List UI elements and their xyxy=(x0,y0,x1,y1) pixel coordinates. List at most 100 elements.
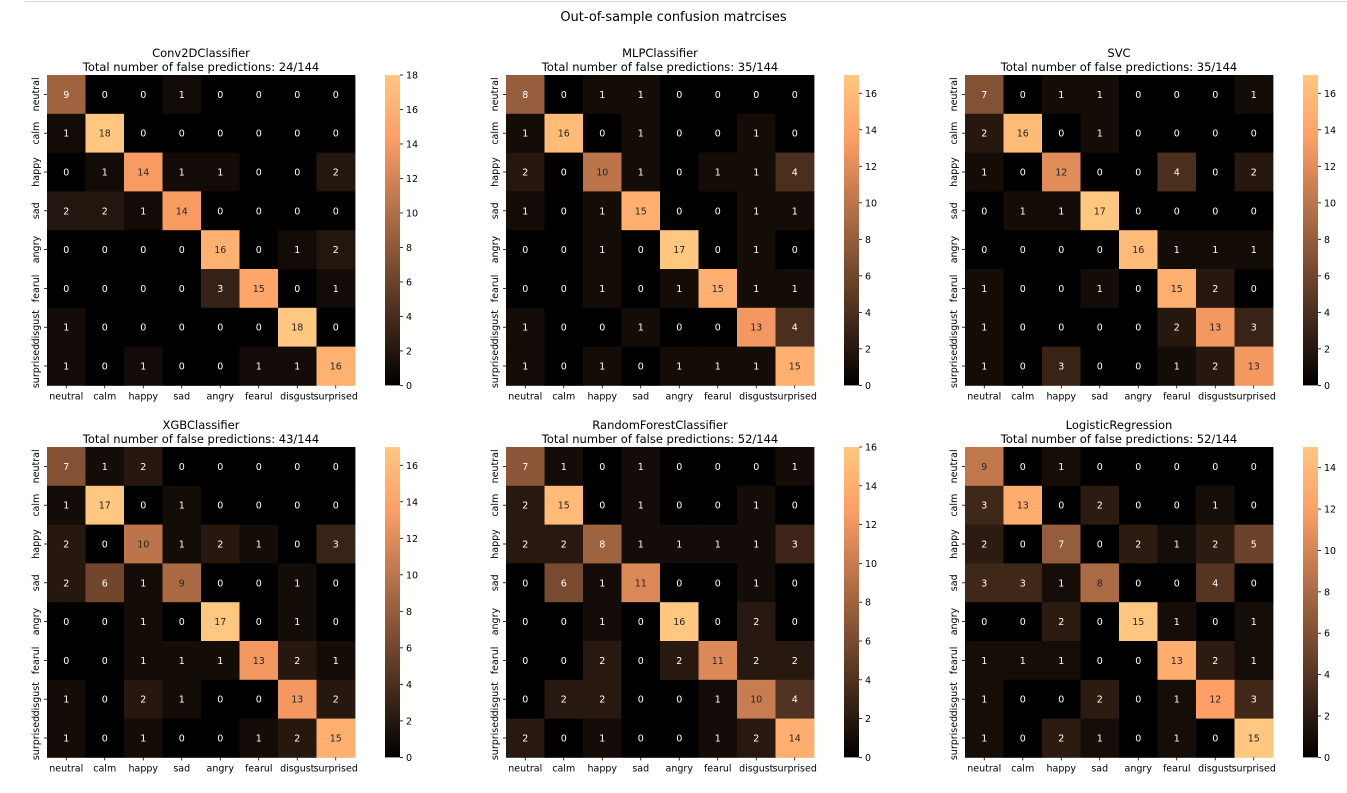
x-tick-label: angry xyxy=(1125,391,1153,402)
heatmap-cell xyxy=(1080,75,1120,115)
x-tick-label: angry xyxy=(207,763,235,774)
cell-value-label: 0 xyxy=(294,540,300,551)
cell-value-label: 1 xyxy=(179,695,185,706)
y-tick-label: disgust xyxy=(490,310,501,345)
heatmap-cell xyxy=(239,230,279,270)
cell-value-label: 1 xyxy=(1174,362,1180,373)
cell-value-label: 1 xyxy=(179,656,185,667)
heatmap-cell xyxy=(1119,191,1158,231)
heatmap-cell xyxy=(698,113,738,153)
cell-value-label: 2 xyxy=(753,734,759,745)
cell-value-label: 1 xyxy=(333,656,339,667)
cell-value-label: 0 xyxy=(1174,129,1180,140)
heatmap-cell xyxy=(698,679,738,719)
cell-value-label: 1 xyxy=(638,540,644,551)
heatmap-cell xyxy=(124,718,163,758)
cell-value-label: 2 xyxy=(294,734,300,745)
heatmap-cell xyxy=(85,307,125,347)
heatmap-cell xyxy=(737,679,776,719)
heatmap-cell xyxy=(1234,307,1274,347)
heatmap-cell xyxy=(1157,152,1197,192)
cell-value-label: 0 xyxy=(102,90,108,101)
cell-value-label: 0 xyxy=(638,734,644,745)
heatmap-cell xyxy=(316,718,356,758)
colorbar-tick-label: 10 xyxy=(406,570,418,581)
cell-value-label: 0 xyxy=(294,168,300,179)
colorbar-tick-label: 14 xyxy=(865,125,877,136)
heatmap-cell xyxy=(965,75,1004,115)
cell-value-label: 0 xyxy=(1058,129,1064,140)
cell-value-label: 12 xyxy=(1209,695,1221,706)
y-tick-label: calm xyxy=(31,494,42,517)
heatmap-cell xyxy=(1234,75,1274,115)
heatmap-cell xyxy=(1196,113,1235,153)
heatmap-cell xyxy=(965,679,1004,719)
cell-value-label: 0 xyxy=(256,578,262,589)
y-tick-label: calm xyxy=(949,122,960,145)
y-tick-label: surprised xyxy=(490,716,501,760)
heatmap-cell xyxy=(1196,269,1235,309)
cell-value-label: 1 xyxy=(676,540,682,551)
cell-value-label: 2 xyxy=(140,695,146,706)
heatmap-cell xyxy=(201,679,240,719)
heatmap-cell xyxy=(583,718,622,758)
cell-value-label: 0 xyxy=(217,323,223,334)
heatmap-cell xyxy=(737,602,776,642)
heatmap-cell xyxy=(316,191,356,231)
colorbar-tick-label: 4 xyxy=(406,680,412,691)
cell-value-label: 0 xyxy=(102,695,108,706)
heatmap-cell xyxy=(1196,524,1235,564)
heatmap-cell xyxy=(660,485,699,525)
cell-value-label: 2 xyxy=(102,206,108,217)
heatmap-cell xyxy=(1157,563,1197,603)
heatmap-cell xyxy=(775,641,815,681)
heatmap-cell xyxy=(698,718,738,758)
cell-value-label: 9 xyxy=(981,462,987,473)
heatmap-cell xyxy=(775,602,815,642)
cell-value-label: 0 xyxy=(561,168,567,179)
cell-value-label: 0 xyxy=(522,578,528,589)
cell-value-label: 0 xyxy=(1058,695,1064,706)
heatmap-cell xyxy=(1042,307,1081,347)
cell-value-label: 0 xyxy=(1020,90,1026,101)
heatmap-cell xyxy=(124,191,163,231)
colorbar-tick-label: 14 xyxy=(1324,125,1336,136)
heatmap-cell xyxy=(278,230,317,270)
cell-value-label: 0 xyxy=(792,129,798,140)
heatmap-cell xyxy=(1080,485,1120,525)
heatmap-cell xyxy=(1196,447,1235,487)
heatmap-cell xyxy=(1196,485,1235,525)
cell-value-label: 1 xyxy=(981,284,987,295)
cell-value-label: 1 xyxy=(981,362,987,373)
heatmap-cell xyxy=(1042,269,1081,309)
cell-value-label: 0 xyxy=(63,168,69,179)
cell-value-label: 1 xyxy=(1058,578,1064,589)
cell-value-label: 1 xyxy=(217,656,223,667)
cell-value-label: 0 xyxy=(217,462,223,473)
cell-value-label: 0 xyxy=(333,462,339,473)
heatmap-cell xyxy=(775,75,815,115)
cell-value-label: 0 xyxy=(102,617,108,628)
cell-value-label: 0 xyxy=(1135,129,1141,140)
heatmap-cell xyxy=(1157,718,1197,758)
colorbar xyxy=(844,75,859,386)
colorbar-tick-label: 12 xyxy=(406,534,418,545)
cell-value-label: 0 xyxy=(522,656,528,667)
cell-value-label: 1 xyxy=(522,129,528,140)
heatmap-cell xyxy=(47,679,86,719)
colorbar-tick-label: 0 xyxy=(865,381,871,392)
cell-value-label: 13 xyxy=(1209,323,1221,334)
cell-value-label: 0 xyxy=(63,617,69,628)
heatmap-cell xyxy=(124,679,163,719)
heatmap-cell xyxy=(1119,718,1158,758)
heatmap-cell xyxy=(85,75,125,115)
cell-value-label: 1 xyxy=(179,90,185,101)
y-tick-label: surprised xyxy=(949,344,960,388)
heatmap-cell xyxy=(316,524,356,564)
cell-value-label: 0 xyxy=(1135,734,1141,745)
x-tick-label: surprised xyxy=(314,763,358,774)
heatmap-cell xyxy=(278,113,317,153)
heatmap-cell xyxy=(1119,307,1158,347)
cell-value-label: 2 xyxy=(1058,617,1064,628)
